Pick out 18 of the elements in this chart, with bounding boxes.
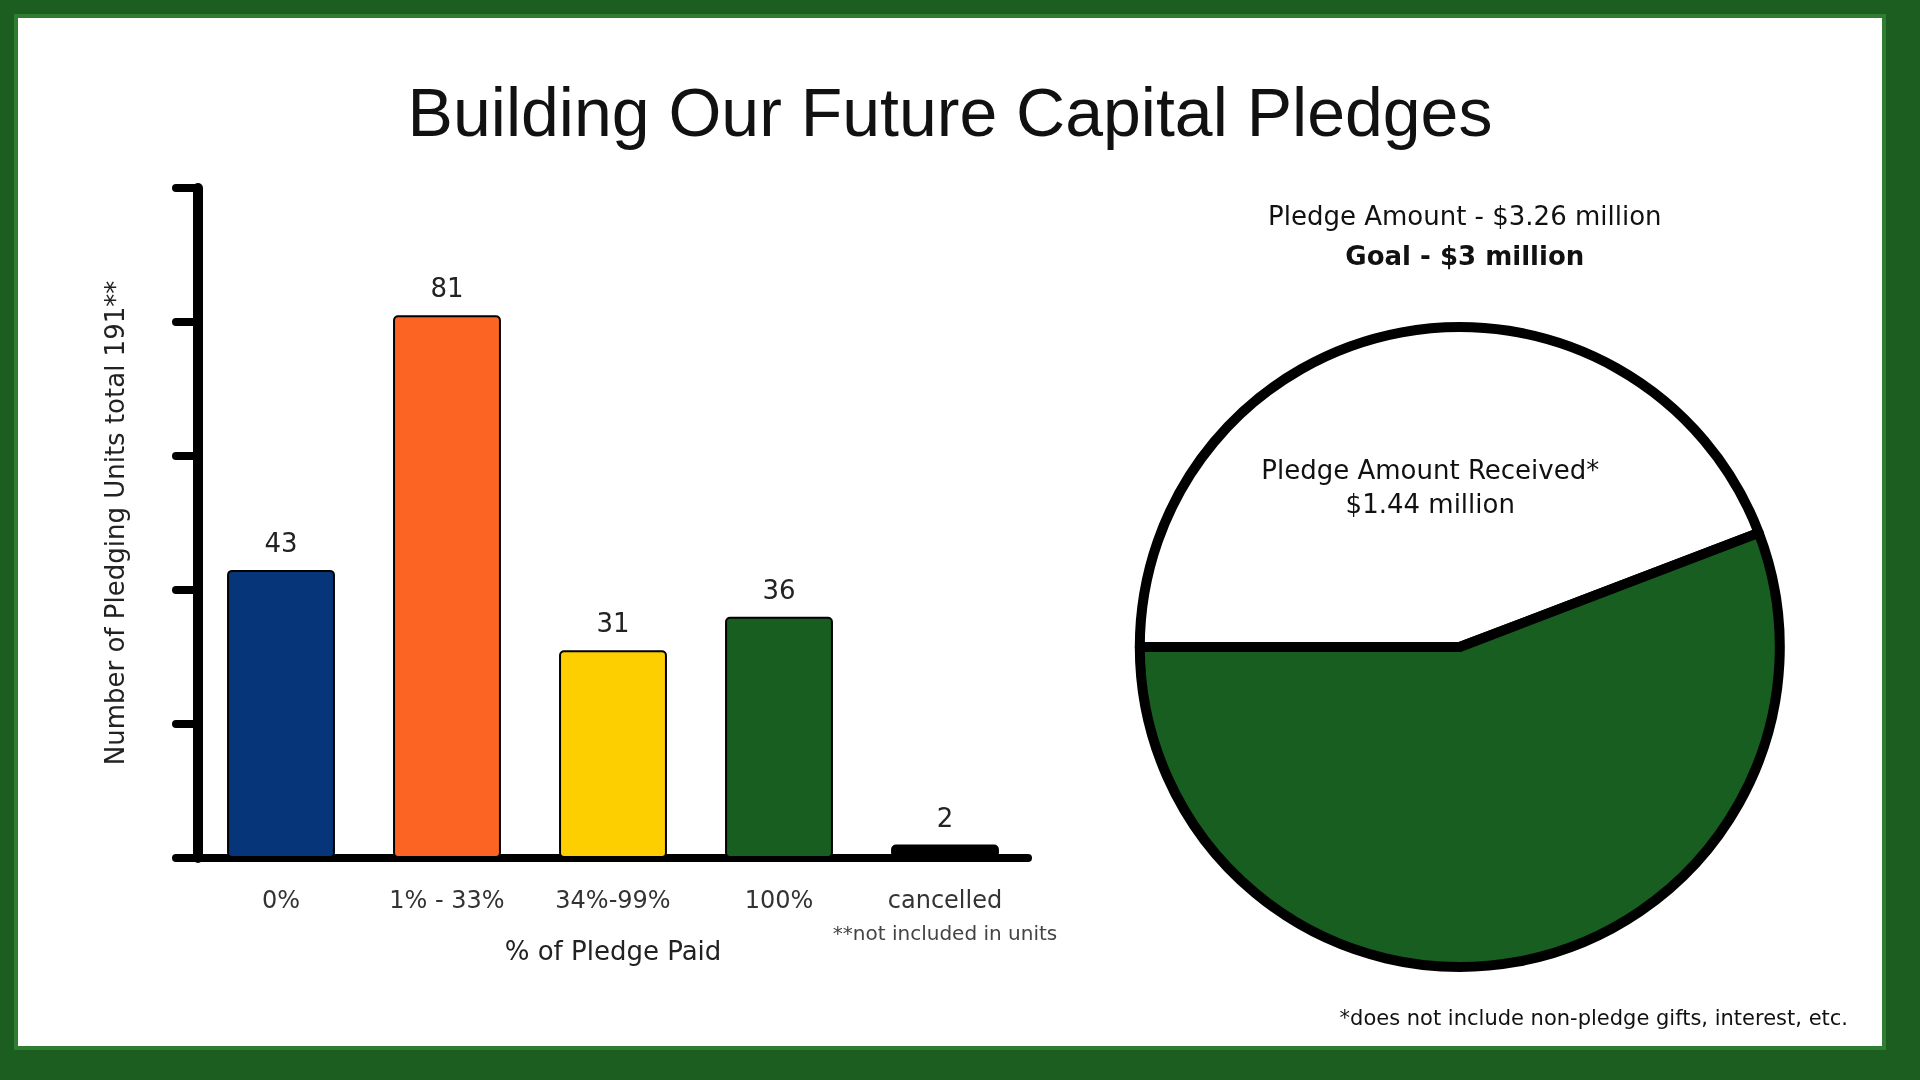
data-label: 36: [762, 574, 796, 605]
text: *does not include non-pledge gifts, interest, etc.: [1339, 1005, 1849, 1030]
x-axis-title: % of Pledge Paid: [504, 936, 722, 966]
data-label: 43: [264, 527, 298, 558]
chart-title: Building Our Future Capital Pledges: [406, 73, 1494, 151]
x-tick-label: 1% - 33%: [389, 886, 505, 914]
x-tick-label: 34%-99%: [555, 886, 671, 914]
data-label: 81: [430, 273, 464, 304]
data-label: 2: [936, 802, 954, 833]
x-tick-label: 100%: [744, 886, 814, 914]
slice-label: Pledge Amount Received* $1.44 million: [1261, 454, 1600, 519]
text: **not included in units: [832, 921, 1058, 945]
chart-subtitle: Goal - $3 million: [1345, 241, 1585, 271]
x-tick-label: cancelled: [887, 886, 1003, 914]
data-label: 31: [596, 608, 630, 639]
x-tick-label: 0%: [261, 886, 301, 914]
y-axis-title: Number of Pledging Units total 191**: [100, 280, 130, 766]
chart-title: Pledge Amount - $3.26 million: [1268, 201, 1662, 231]
